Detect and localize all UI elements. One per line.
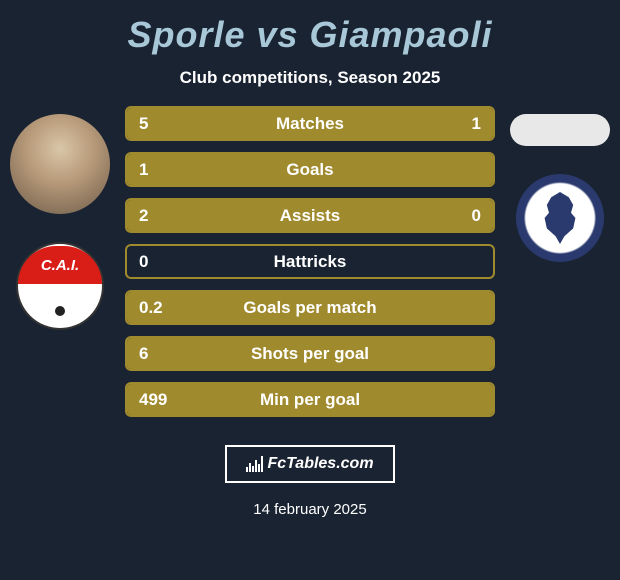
stat-row: 5Matches1 bbox=[125, 106, 495, 141]
stat-label: Hattricks bbox=[127, 252, 493, 272]
stat-row: 2Assists0 bbox=[125, 198, 495, 233]
stat-label: Min per goal bbox=[127, 390, 493, 410]
stat-label: Shots per goal bbox=[127, 344, 493, 364]
stat-row: 1Goals bbox=[125, 152, 495, 187]
stat-value-right: 1 bbox=[472, 114, 481, 134]
stat-label: Assists bbox=[127, 206, 493, 226]
brand-badge: FcTables.com bbox=[225, 445, 395, 483]
cai-text: C.A.I. bbox=[18, 246, 102, 284]
bars-icon bbox=[246, 456, 263, 472]
comparison-card: Sporle vs Giampaoli Club competitions, S… bbox=[0, 0, 620, 580]
subtitle: Club competitions, Season 2025 bbox=[0, 68, 620, 88]
stat-row: 0.2Goals per match bbox=[125, 290, 495, 325]
right-side bbox=[505, 106, 615, 262]
page-title: Sporle vs Giampaoli bbox=[0, 14, 620, 56]
right-player-avatar-placeholder bbox=[510, 114, 610, 146]
knight-icon bbox=[538, 192, 582, 244]
main-row: C.A.I. 5Matches11Goals2Assists00Hattrick… bbox=[0, 106, 620, 417]
cai-dot-icon bbox=[55, 306, 65, 316]
brand-text: FcTables.com bbox=[267, 455, 373, 473]
date-text: 14 february 2025 bbox=[0, 501, 620, 518]
left-side: C.A.I. bbox=[5, 106, 115, 330]
stats-column: 5Matches11Goals2Assists00Hattricks0.2Goa… bbox=[125, 106, 495, 417]
left-club-logo: C.A.I. bbox=[16, 242, 104, 330]
stat-row: 6Shots per goal bbox=[125, 336, 495, 371]
stat-row: 0Hattricks bbox=[125, 244, 495, 279]
left-player-avatar bbox=[10, 114, 110, 214]
right-club-logo bbox=[516, 174, 604, 262]
stat-label: Goals per match bbox=[127, 298, 493, 318]
stat-label: Goals bbox=[127, 160, 493, 180]
stat-value-right: 0 bbox=[472, 206, 481, 226]
stat-label: Matches bbox=[127, 114, 493, 134]
stat-row: 499Min per goal bbox=[125, 382, 495, 417]
